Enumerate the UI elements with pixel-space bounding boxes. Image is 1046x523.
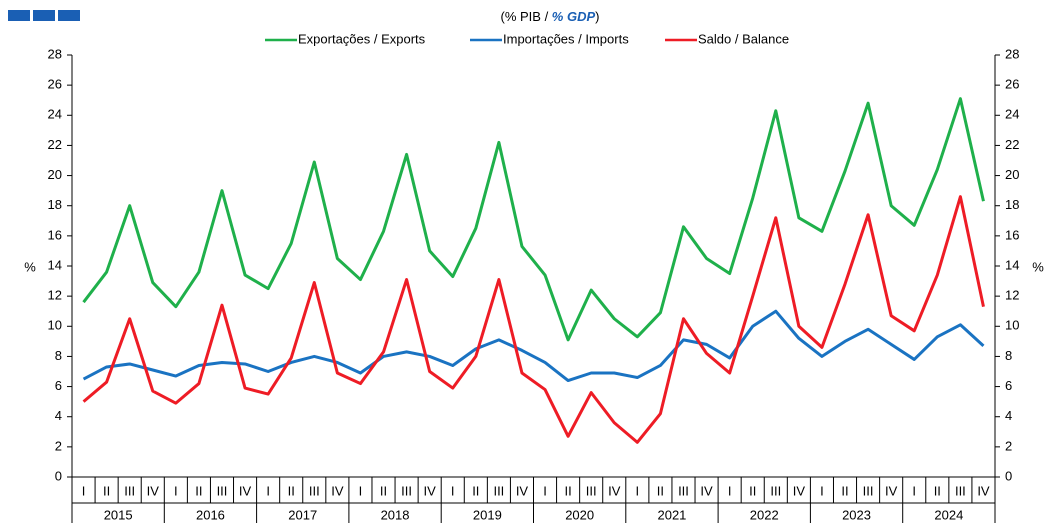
x-tick-label: III [309,483,320,498]
y2-tick-label: 12 [1005,288,1019,303]
year-label: 2019 [473,507,502,522]
x-tick-label: II [195,483,202,498]
x-tick-label: IV [331,483,344,498]
x-tick-label: III [586,483,597,498]
x-tick-label: IV [885,483,898,498]
x-tick-label: I [636,483,640,498]
y-tick-label: 12 [48,288,62,303]
y2-tick-label: 22 [1005,137,1019,152]
x-tick-label: II [380,483,387,498]
y2-tick-label: 28 [1005,46,1019,61]
x-tick-label: II [288,483,295,498]
logo-block [8,10,30,21]
series-line [82,195,985,444]
y-tick-label: 2 [55,438,62,453]
legend-label: Importações / Imports [503,31,629,46]
x-tick-label: III [955,483,966,498]
x-tick-label: II [472,483,479,498]
x-tick-label: I [728,483,732,498]
y-tick-label: 16 [48,227,62,242]
y-tick-label: 26 [48,77,62,92]
y-tick-label: 4 [55,408,62,423]
x-tick-label: III [124,483,135,498]
legend-label: Saldo / Balance [698,31,789,46]
x-tick-label: III [863,483,874,498]
y2-tick-label: 4 [1005,408,1012,423]
logo-block [33,10,55,21]
year-label: 2020 [565,507,594,522]
y2-axis-label: % [1032,259,1044,274]
x-tick-label: I [359,483,363,498]
year-label: 2021 [657,507,686,522]
y2-tick-label: 18 [1005,197,1019,212]
year-label: 2023 [842,507,871,522]
year-label: 2022 [750,507,779,522]
x-tick-label: II [103,483,110,498]
y-tick-label: 20 [48,167,62,182]
x-tick-label: IV [147,483,160,498]
y-tick-label: 18 [48,197,62,212]
y2-tick-label: 2 [1005,438,1012,453]
y2-tick-label: 24 [1005,107,1019,122]
x-tick-label: I [451,483,455,498]
series-line [82,97,985,342]
x-tick-label: I [912,483,916,498]
y2-tick-label: 0 [1005,468,1012,483]
x-tick-label: IV [977,483,990,498]
y2-tick-label: 26 [1005,77,1019,92]
legend-label: Exportações / Exports [298,31,426,46]
y2-tick-label: 20 [1005,167,1019,182]
x-tick-label: IV [239,483,252,498]
x-tick-label: I [82,483,86,498]
x-tick-label: II [749,483,756,498]
series-line [82,309,985,383]
y2-tick-label: 10 [1005,318,1019,333]
y2-tick-label: 6 [1005,378,1012,393]
x-tick-label: III [401,483,412,498]
year-label: 2024 [934,507,963,522]
x-tick-label: II [657,483,664,498]
y-axis-label: % [24,259,36,274]
x-tick-label: III [217,483,228,498]
x-tick-label: IV [424,483,437,498]
y2-tick-label: 16 [1005,227,1019,242]
x-tick-label: II [841,483,848,498]
x-tick-label: II [934,483,941,498]
chart-subtitle: (% PIB / % GDP) [501,9,600,24]
x-tick-label: I [543,483,547,498]
y-tick-label: 14 [48,257,62,272]
x-tick-label: III [770,483,781,498]
x-tick-label: IV [608,483,621,498]
y2-tick-label: 8 [1005,348,1012,363]
year-label: 2017 [288,507,317,522]
year-label: 2016 [196,507,225,522]
x-tick-label: III [678,483,689,498]
x-tick-label: I [820,483,824,498]
x-tick-label: I [266,483,270,498]
y-tick-label: 22 [48,137,62,152]
x-tick-label: I [174,483,178,498]
x-tick-label: IV [793,483,806,498]
x-tick-label: IV [700,483,713,498]
y-tick-label: 8 [55,348,62,363]
y-tick-label: 24 [48,107,62,122]
y-tick-label: 28 [48,46,62,61]
y-tick-label: 6 [55,378,62,393]
x-tick-label: IV [516,483,529,498]
year-label: 2018 [381,507,410,522]
x-tick-label: II [564,483,571,498]
logo-block [58,10,80,21]
y2-tick-label: 14 [1005,257,1019,272]
y-tick-label: 10 [48,318,62,333]
y-tick-label: 0 [55,468,62,483]
year-label: 2015 [104,507,133,522]
x-tick-label: III [493,483,504,498]
